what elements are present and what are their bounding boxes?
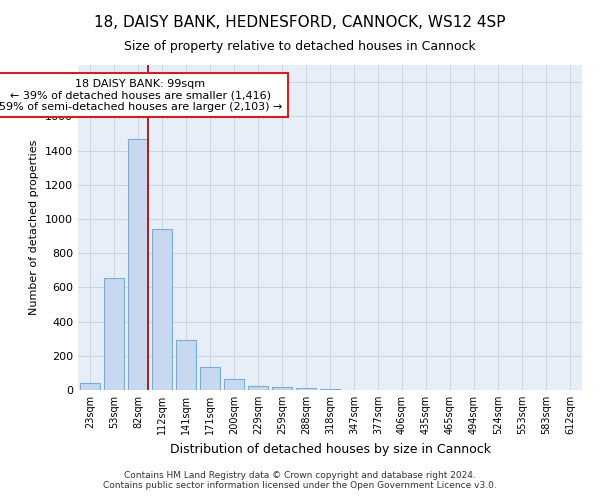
- Bar: [200, 367, 220, 390]
- Bar: [104, 278, 124, 390]
- Bar: [224, 379, 244, 390]
- Bar: [128, 138, 148, 390]
- Bar: [320, 389, 340, 390]
- Bar: [80, 383, 100, 390]
- Bar: [296, 388, 316, 390]
- Text: Contains HM Land Registry data © Crown copyright and database right 2024.
Contai: Contains HM Land Registry data © Crown c…: [103, 470, 497, 490]
- Text: Size of property relative to detached houses in Cannock: Size of property relative to detached ho…: [124, 40, 476, 53]
- X-axis label: Distribution of detached houses by size in Cannock: Distribution of detached houses by size …: [170, 442, 491, 456]
- Text: 18 DAISY BANK: 99sqm
← 39% of detached houses are smaller (1,416)
59% of semi-de: 18 DAISY BANK: 99sqm ← 39% of detached h…: [0, 78, 282, 112]
- Y-axis label: Number of detached properties: Number of detached properties: [29, 140, 40, 315]
- Bar: [152, 229, 172, 390]
- Text: 18, DAISY BANK, HEDNESFORD, CANNOCK, WS12 4SP: 18, DAISY BANK, HEDNESFORD, CANNOCK, WS1…: [94, 15, 506, 30]
- Bar: [248, 386, 268, 390]
- Bar: [272, 387, 292, 390]
- Bar: [176, 340, 196, 390]
